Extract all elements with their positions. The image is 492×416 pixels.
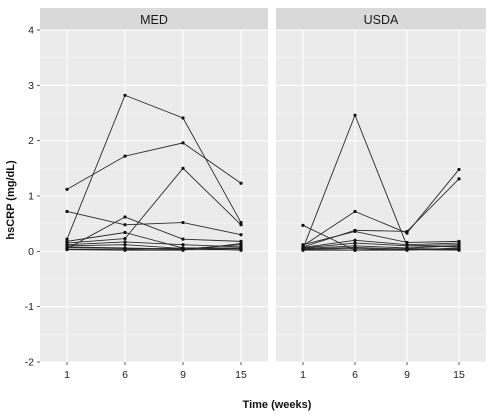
series-line-10 — [303, 247, 460, 251]
data-point — [239, 239, 243, 243]
data-point — [123, 230, 127, 235]
series-line-11 — [66, 243, 242, 251]
data-point — [181, 243, 185, 247]
x-tick-label: 1 — [64, 369, 70, 381]
data-point — [457, 241, 461, 245]
panel-strip — [276, 8, 486, 30]
y-tick-label: -1 — [25, 301, 34, 313]
data-point — [405, 244, 409, 248]
data-point — [239, 223, 243, 227]
data-point — [123, 223, 127, 227]
data-point — [181, 166, 185, 170]
panel-0: MED — [40, 8, 268, 363]
data-point — [353, 113, 357, 117]
data-point — [123, 93, 127, 97]
series-line-1 — [66, 94, 242, 240]
panel-1: USDA — [276, 8, 486, 363]
data-point — [457, 244, 461, 248]
x-tick-label: 9 — [404, 369, 410, 381]
data-point — [65, 239, 69, 243]
series-line-2 — [66, 211, 242, 236]
x-tick-label: 9 — [180, 369, 186, 381]
data-point — [457, 177, 461, 181]
data-point — [123, 248, 127, 252]
data-point — [123, 240, 127, 244]
x-tick-label: 6 — [352, 369, 358, 381]
data-point — [65, 187, 69, 191]
data-point — [353, 248, 357, 252]
data-point — [65, 209, 69, 214]
x-axis: 1 6 9 15 1 6 9 15 — [64, 362, 465, 381]
series-line-4 — [302, 230, 460, 246]
data-point — [239, 241, 243, 246]
y-axis-title: hsCRP (mg/dL) — [5, 160, 17, 240]
data-point — [301, 243, 305, 247]
data-point — [301, 223, 305, 227]
y-tick-label: 1 — [28, 191, 34, 203]
y-tick-label: 0 — [28, 246, 34, 258]
x-axis-title: Time (weeks) — [243, 399, 312, 411]
data-point — [405, 229, 409, 234]
data-point — [123, 215, 127, 219]
series-line-1 — [302, 113, 460, 249]
y-tick-label: -2 — [25, 357, 34, 369]
data-point — [457, 167, 461, 172]
series-line-7 — [66, 244, 241, 250]
panel-strip-label: USDA — [364, 13, 399, 27]
data-point — [405, 240, 409, 245]
data-point — [123, 154, 127, 158]
series-line-4 — [66, 167, 242, 244]
series-line-6 — [302, 242, 460, 249]
data-point — [239, 233, 243, 237]
data-point — [123, 243, 127, 247]
series-line-2 — [302, 169, 460, 247]
data-point — [239, 248, 243, 252]
y-tick-label: 4 — [28, 25, 34, 37]
series-line-10 — [66, 247, 242, 251]
series-line-3 — [66, 216, 242, 249]
data-point — [353, 241, 357, 245]
series-line-5 — [66, 232, 241, 249]
data-point — [65, 237, 69, 241]
data-point — [181, 220, 185, 225]
data-point — [65, 248, 69, 252]
data-point — [353, 209, 357, 214]
data-point — [181, 237, 185, 241]
x-tick-label: 15 — [453, 369, 465, 381]
x-tick-label: 1 — [300, 369, 306, 381]
series-line-0 — [66, 142, 242, 190]
series-line-3 — [302, 178, 460, 248]
data-point — [457, 246, 461, 250]
data-point — [353, 229, 357, 234]
data-point — [405, 248, 409, 252]
data-point — [457, 248, 461, 252]
data-point — [181, 246, 185, 250]
data-point — [239, 220, 243, 225]
data-point — [123, 237, 127, 241]
x-tick-label: 15 — [235, 369, 247, 381]
panel-strip-label: MED — [140, 13, 168, 27]
panels-group: MED USDA — [40, 8, 486, 363]
data-point — [181, 141, 185, 145]
panel-strip — [40, 8, 268, 30]
data-point — [239, 181, 243, 185]
data-point — [181, 248, 185, 252]
data-point — [301, 248, 305, 252]
y-tick-label: 3 — [28, 80, 34, 92]
y-tick-label: 2 — [28, 135, 34, 147]
series-line-9 — [302, 248, 460, 251]
series-line-6 — [66, 241, 242, 248]
data-point — [353, 238, 357, 242]
y-axis: -2 -1 0 1 2 3 4 — [25, 25, 40, 369]
series-line-7 — [302, 245, 460, 250]
x-tick-label: 6 — [122, 369, 128, 381]
data-point — [181, 116, 185, 120]
series-line-5 — [302, 239, 460, 248]
